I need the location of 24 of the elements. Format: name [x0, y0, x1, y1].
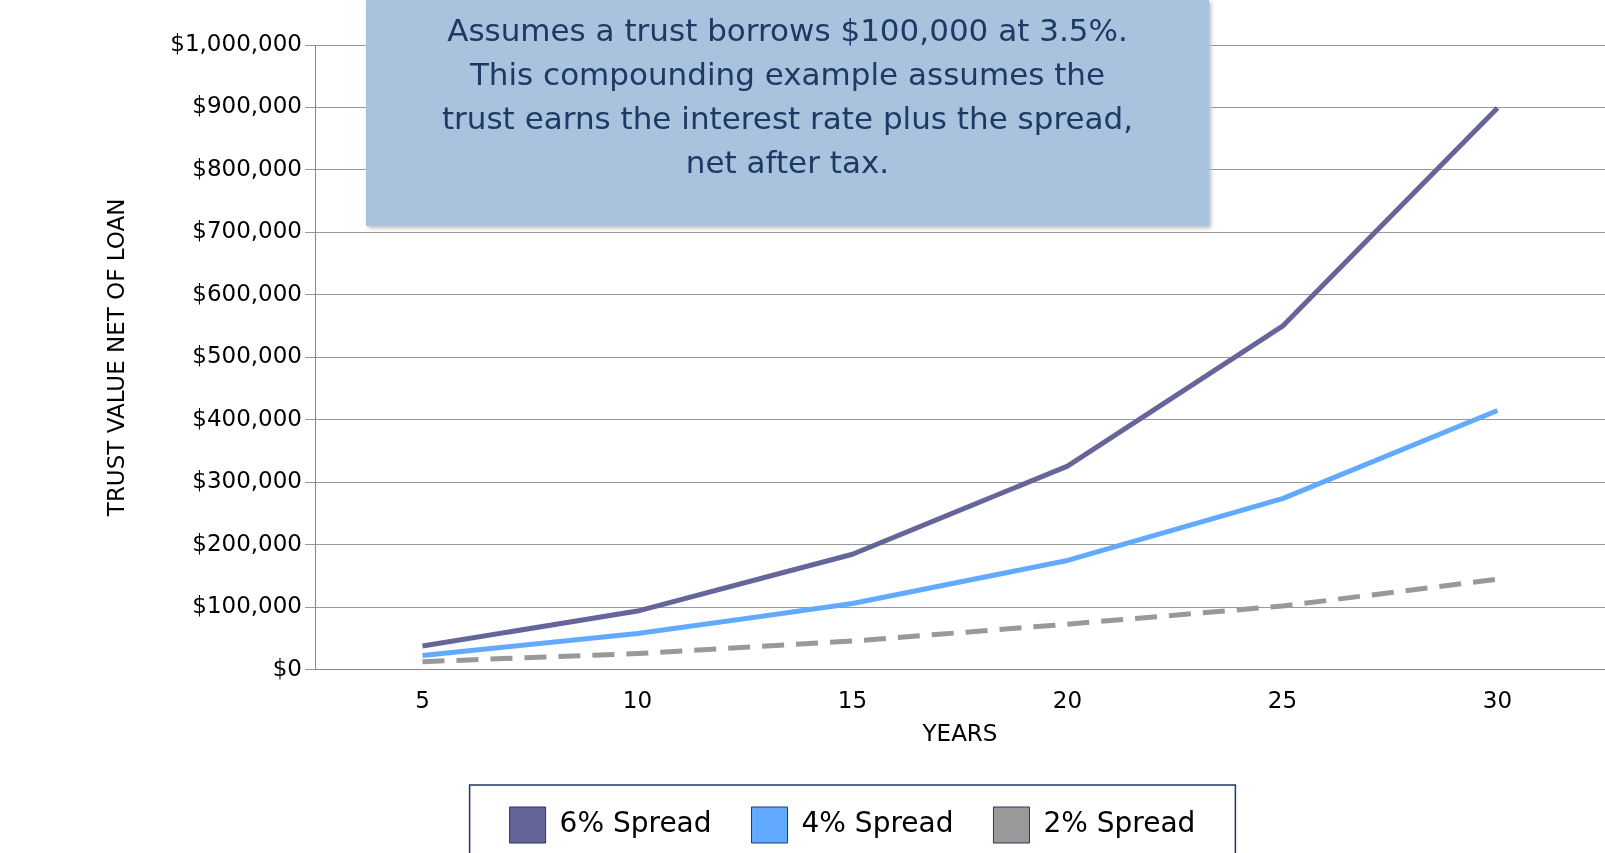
- y-tick-label: $500,000: [192, 342, 302, 369]
- y-tick-label: $300,000: [192, 467, 302, 494]
- x-tick-label: 10: [622, 686, 653, 713]
- y-tick-label: $800,000: [192, 154, 302, 181]
- y-tick-label: $100,000: [192, 592, 302, 619]
- y-tick-label: $600,000: [192, 279, 302, 306]
- text-box: Assumes a trust borrows $100,000 at 3.5%. This compounding example assumes the trust earns the interest rate plus the spread, net after tax.: [366, 0, 1209, 226]
- legend-label: 2% Spread: [1043, 806, 1196, 840]
- x-tick-label: 30: [1482, 686, 1513, 713]
- y-axis-title: TRUST VALUE NET OF LOAN: [102, 198, 129, 518]
- annotation: Assumes a trust borrows $100,000 at 3.5%. This compounding example assumes the trust earns the interest rate plus the spread, net after tax.: [440, 11, 1135, 182]
- y-tick-label: $700,000: [192, 217, 302, 244]
- y-tick-label: $400,000: [192, 404, 302, 431]
- x-tick-label: 15: [837, 686, 868, 713]
- y-tick-label: $0: [272, 654, 302, 681]
- y-tick-label: $200,000: [192, 529, 302, 556]
- x-axis-title: YEARS: [921, 720, 998, 747]
- legend-label: 4% Spread: [801, 806, 954, 840]
- x-tick-label: 5: [415, 686, 430, 713]
- x-tick-label: 25: [1267, 686, 1298, 713]
- y-tick-label: $900,000: [192, 92, 302, 119]
- x-tick-label: 20: [1052, 686, 1083, 713]
- legend-label: 6% Spread: [559, 806, 712, 840]
- y-tick-label: $1,000,000: [170, 29, 302, 56]
